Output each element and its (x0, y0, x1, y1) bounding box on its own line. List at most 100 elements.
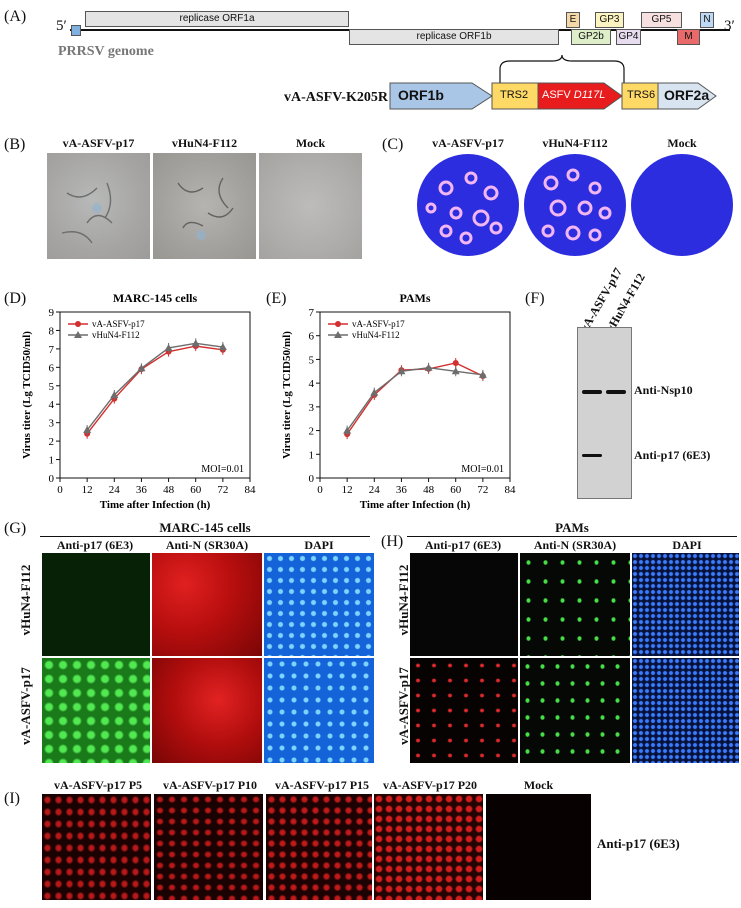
fluor-i-mock (486, 794, 591, 900)
x-tick-label: 60 (450, 484, 462, 496)
cassette-asfv-label: ASFV (542, 89, 571, 101)
y-tick-label: 6 (309, 331, 315, 343)
panel-g-row-1: vHuN4-F112 (18, 564, 33, 636)
y-axis-label: Virus titer (Lg TCID50/ml) (21, 331, 33, 459)
band-p17-lane1 (582, 454, 602, 457)
band-label-p17: Anti-p17 (6E3) (634, 448, 711, 462)
fluor-h-row2-p17 (410, 658, 518, 763)
data-point-vA-ASFV-p17 (452, 359, 459, 366)
x-tick-label: 48 (163, 484, 175, 496)
fluor-i-p5 (42, 794, 151, 900)
fluor-g-row2-n (152, 658, 262, 763)
cassette-diagram (389, 82, 717, 110)
panel-letter-g: (G) (4, 520, 27, 537)
panel-letter-h: (H) (381, 533, 404, 550)
y-tick-label: 1 (309, 449, 315, 461)
panel-b-label-1: vA-ASFV-p17 (62, 136, 135, 150)
y-tick-label: 9 (49, 307, 55, 319)
panel-h-col-1: Anti-p17 (6E3) (424, 538, 502, 552)
panel-g-col-1: Anti-p17 (6E3) (56, 538, 134, 552)
y-tick-label: 5 (309, 354, 315, 366)
panel-h-title: PAMs (555, 520, 589, 535)
panel-i-col-5: Mock (523, 778, 554, 792)
moi-annotation: MOI=0.01 (461, 464, 504, 475)
panel-h-title-line (407, 536, 737, 537)
x-tick-label: 24 (369, 484, 381, 496)
y-tick-label: 2 (49, 436, 55, 448)
panel-c-label-3: Mock (667, 136, 697, 150)
chart-title: PAMs (399, 291, 430, 305)
fluor-g-row1-dapi (264, 553, 374, 656)
panel-g-title-line (40, 536, 370, 537)
fluor-g-row1-n (152, 553, 262, 656)
panel-i-col-2: vA-ASFV-p17 P10 (162, 778, 258, 792)
gp3-box: GP3 (595, 12, 624, 28)
y-tick-label: 3 (309, 402, 315, 414)
fluor-i-p10 (154, 794, 263, 900)
cassette-asfv-gene: D117L (573, 89, 606, 101)
panel-i-col-3: vA-ASFV-p17 P15 (274, 778, 370, 792)
series-line-vA-ASFV-p17 (346, 362, 484, 435)
brightfield-image-mock (259, 153, 362, 259)
insertion-bracket (499, 55, 625, 83)
series-line-vHuN4-F112 (86, 342, 223, 431)
cassette-orf1b: ORF1b (398, 87, 444, 103)
panel-letter-f: (F) (525, 290, 545, 307)
data-point-vHuN4-F112 (83, 426, 92, 434)
gp4-box: GP4 (616, 29, 641, 45)
y-tick-label: 8 (49, 325, 55, 337)
plot-frame (59, 311, 251, 479)
panel-g-title: MARC-145 cells (159, 520, 251, 535)
three-prime-label: 3′ (724, 18, 735, 34)
y-tick-label: 1 (49, 455, 55, 467)
y-tick-label: 0 (49, 473, 55, 485)
n-box: N (700, 12, 714, 28)
gp5-box: GP5 (641, 12, 682, 28)
panel-c-label-2: vHuN4-F112 (542, 136, 608, 150)
x-tick-label: 36 (136, 484, 148, 496)
moi-annotation: MOI=0.01 (201, 464, 244, 475)
x-tick-label: 36 (396, 484, 408, 496)
data-point-vHuN4-F112 (110, 391, 119, 398)
fluor-g-row2-dapi (264, 658, 374, 763)
x-tick-label: 84 (245, 484, 257, 496)
fluor-h-row2-n (520, 658, 630, 763)
panel-g-row-2: vA-ASFV-p17 (18, 667, 33, 745)
panel-i-side-label: Anti-p17 (6E3) (597, 836, 680, 851)
legend-label-vHuN4-F112: vHuN4-F112 (352, 330, 400, 340)
orf1a-box: replicase ORF1a (85, 11, 349, 27)
data-point-vHuN4-F112 (218, 343, 227, 351)
panel-i-col-4: vA-ASFV-p17 P20 (382, 778, 478, 792)
panel-letter-d: (D) (4, 290, 27, 307)
plot-frame (319, 311, 511, 479)
series-line-vHuN4-F112 (346, 367, 483, 431)
data-point-vHuN4-F112 (191, 339, 200, 347)
legend-marker (335, 321, 341, 327)
legend-marker (75, 321, 81, 327)
fluor-i-p20 (374, 794, 483, 900)
y-tick-label: 3 (49, 418, 55, 430)
x-tick-label: 12 (342, 484, 353, 496)
y-tick-label: 2 (309, 426, 315, 438)
panel-letter-c: (C) (382, 136, 404, 153)
panel-c-label-1: vA-ASFV-p17 (432, 136, 504, 150)
x-axis-label: Time after Infection (h) (100, 499, 211, 510)
x-tick-label: 60 (190, 484, 202, 496)
panel-b-label-2: vHuN4-F112 (171, 136, 238, 150)
data-point-vHuN4-F112 (424, 363, 433, 371)
x-tick-label: 48 (423, 484, 435, 496)
panel-letter-e: (E) (266, 290, 287, 307)
data-point-vHuN4-F112 (397, 367, 406, 375)
cassette-trs2: TRS2 (500, 89, 529, 101)
panel-letter-b: (B) (4, 136, 26, 153)
m-box: M (677, 29, 700, 45)
y-tick-label: 4 (49, 399, 55, 411)
plaque-well-vHuN4-F112 (524, 154, 626, 256)
series-line-vA-ASFV-p17 (86, 345, 223, 435)
panel-letter-i: (I) (4, 790, 20, 807)
legend-label-vA-ASFV-p17: vA-ASFV-p17 (92, 319, 145, 329)
fluor-h-row1-n (520, 553, 630, 656)
data-point-vHuN4-F112 (478, 370, 487, 378)
x-tick-label: 84 (505, 484, 517, 496)
